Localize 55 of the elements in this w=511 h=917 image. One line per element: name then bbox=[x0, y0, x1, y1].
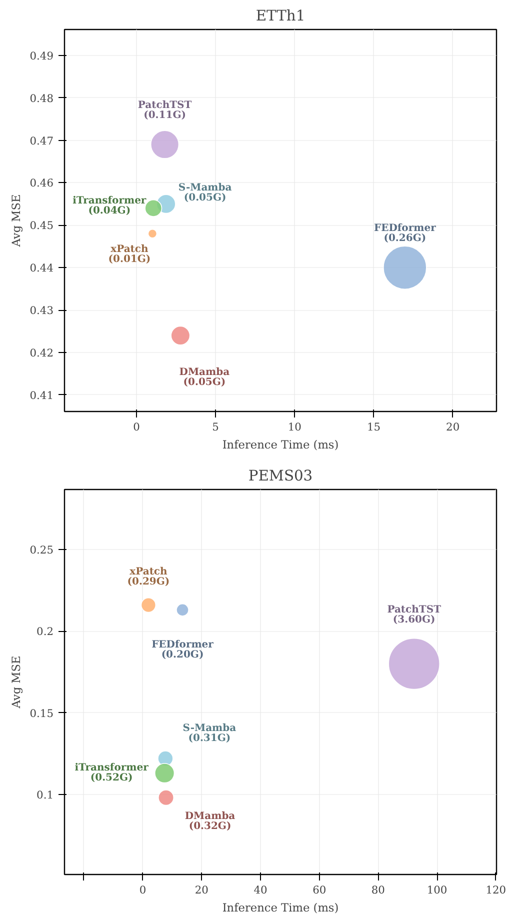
annotation: (0.04G) bbox=[88, 206, 131, 217]
x-tick-label: 15 bbox=[366, 420, 381, 434]
annotation: (0.11G) bbox=[144, 110, 186, 122]
text: S-Mamba bbox=[182, 722, 237, 734]
annotation: (0.26G) bbox=[384, 233, 426, 244]
annotation: (0.31G) bbox=[188, 732, 231, 744]
annotation: (0.52G) bbox=[90, 772, 133, 784]
y-axis-title: Avg MSE bbox=[8, 194, 23, 248]
annotation: (0.01G) bbox=[108, 254, 151, 266]
y-tick-label: 0.25 bbox=[30, 544, 54, 557]
x-tick-label: 100 bbox=[426, 884, 448, 896]
x-tick-label: 20 bbox=[194, 884, 209, 896]
y-tick-label: 0.41 bbox=[30, 388, 54, 402]
chart-title: PEMS03 bbox=[248, 468, 313, 484]
x-tick-label: 5 bbox=[212, 420, 219, 434]
annotation: (0.32G) bbox=[188, 821, 232, 832]
y-tick-label: 0.48 bbox=[30, 92, 54, 105]
x-tick-label: 0 bbox=[133, 420, 140, 434]
y-tick-label: 0.47 bbox=[30, 134, 54, 148]
x-axis-title: Inference Time (ms) bbox=[222, 900, 339, 914]
text: FEDformer bbox=[152, 639, 214, 650]
chart-title: ETTh1 bbox=[256, 8, 306, 24]
x-tick-label: 120 bbox=[486, 884, 506, 896]
y-tick-label: 0.43 bbox=[30, 304, 54, 318]
annotation: (0.20G) bbox=[161, 649, 204, 660]
x-tick-label: 10 bbox=[288, 420, 302, 434]
y-tick-label: 0.49 bbox=[30, 49, 54, 62]
y-tick-label: 0.2 bbox=[36, 625, 54, 638]
series-label: iTransformer bbox=[74, 762, 150, 774]
x-tick-label: 40 bbox=[254, 884, 268, 896]
x-tick-label: 80 bbox=[371, 884, 386, 896]
annotation: (3.60G) bbox=[392, 614, 436, 626]
series-label: DMamba bbox=[184, 811, 236, 822]
series-label: iTransformer bbox=[72, 196, 147, 207]
annotation: (0.05G) bbox=[184, 192, 226, 204]
series-label: FEDformer bbox=[374, 223, 437, 234]
y-axis-title: Avg MSE bbox=[8, 656, 23, 710]
y-tick-label: 0.46 bbox=[30, 176, 54, 190]
y-tick-label: 0.15 bbox=[30, 706, 54, 720]
y-tick-label: 0.44 bbox=[30, 262, 54, 275]
annotation: (0.29G) bbox=[127, 576, 170, 588]
x-tick-label: 20 bbox=[446, 420, 460, 434]
y-tick-label: 0.45 bbox=[30, 219, 54, 232]
text: PatchTST bbox=[387, 604, 442, 616]
x-axis-title: Inference Time (ms) bbox=[222, 438, 339, 452]
text: PatchTST bbox=[138, 100, 192, 112]
series-label: xPatch bbox=[110, 244, 150, 256]
annotation: (0.05G) bbox=[183, 377, 226, 388]
x-tick-label: 60 bbox=[312, 884, 326, 896]
text: xPatch bbox=[130, 566, 168, 578]
text: DMamba bbox=[179, 367, 230, 378]
series-label: S-Mamba bbox=[178, 182, 232, 194]
x-tick-label: 0 bbox=[139, 884, 146, 896]
y-tick-label: 0.1 bbox=[36, 788, 54, 802]
y-tick-label: 0.42 bbox=[30, 346, 54, 360]
